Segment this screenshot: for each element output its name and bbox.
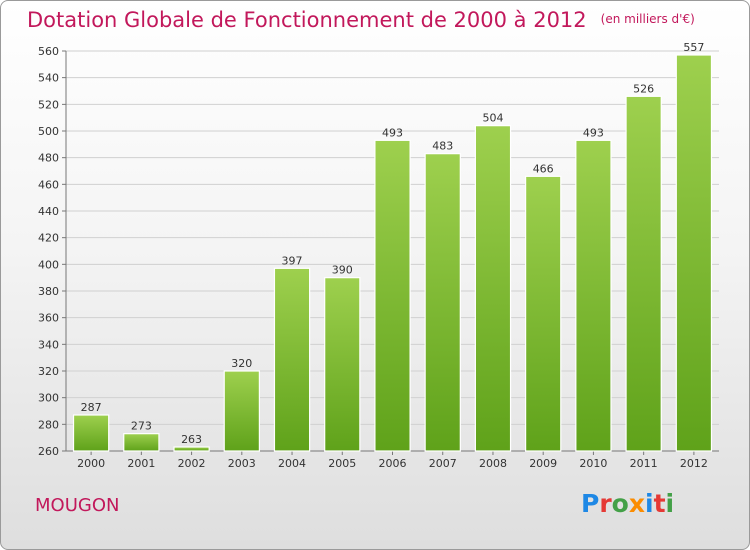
logo-letter: o [611,489,629,518]
bar [575,139,612,452]
bar [675,54,713,452]
y-tick-label: 540 [38,72,59,85]
x-tick-label: 2011 [630,457,658,470]
city-name: MOUGON [35,495,120,516]
title-text: Dotation Globale de Fonctionnement de 20… [27,8,587,32]
bar [525,175,562,452]
bar-value-label: 466 [533,162,554,175]
x-tick-label: 2009 [529,457,557,470]
x-tick-label: 2006 [379,457,407,470]
bar-value-label: 526 [633,82,654,95]
x-tick-label: 2008 [479,457,507,470]
bar-value-label: 390 [332,264,353,277]
y-tick-label: 280 [38,418,59,431]
x-tick-label: 2005 [328,457,356,470]
bar [424,153,461,452]
bar [474,125,512,452]
y-tick-label: 420 [38,232,59,245]
chart-title: Dotation Globale de Fonctionnement de 20… [27,8,695,32]
bar-value-label: 273 [131,420,152,433]
bar [72,414,110,452]
bar-value-label: 263 [181,433,202,446]
bar-value-label: 504 [482,112,503,125]
x-tick-label: 2000 [77,457,105,470]
x-tick-label: 2004 [278,457,306,470]
bar [625,95,662,452]
bar-value-label: 483 [432,140,453,153]
logo-letter: i [665,489,675,518]
bar-value-label: 287 [81,401,102,414]
y-tick-label: 560 [38,45,59,58]
y-tick-label: 300 [38,392,59,405]
y-tick-label: 360 [38,312,59,325]
x-tick-label: 2010 [579,457,607,470]
bar-value-label: 397 [282,254,303,267]
bar-value-label: 320 [231,357,252,370]
bar [123,433,160,452]
bar [173,446,210,452]
y-tick-label: 440 [38,205,59,218]
y-tick-label: 320 [38,365,59,378]
y-tick-label: 500 [38,125,59,138]
y-tick-label: 260 [38,445,59,458]
y-tick-label: 380 [38,285,59,298]
bar [374,139,411,452]
x-tick-label: 2007 [429,457,457,470]
y-tick-label: 520 [38,98,59,111]
logo-letter: P [581,489,600,518]
logo-letter: t [653,489,666,518]
logo-letter: r [599,489,612,518]
bar-value-label: 557 [683,41,704,54]
logo-letter: i [645,489,654,518]
x-tick-label: 2001 [127,457,155,470]
logo-letter: x [628,489,645,518]
proxiti-logo[interactable]: Proxiti [581,489,674,518]
y-tick-label: 400 [38,258,59,271]
bar [324,277,361,452]
x-tick-label: 2003 [228,457,256,470]
bar-value-label: 493 [583,126,604,139]
x-tick-label: 2012 [680,457,708,470]
bar-value-label: 493 [382,126,403,139]
bar [273,267,311,452]
y-tick-label: 460 [38,178,59,191]
bar [223,370,260,452]
unit-label: (en milliers d'€) [600,12,695,26]
y-tick-label: 480 [38,152,59,165]
y-tick-label: 340 [38,338,59,351]
x-tick-label: 2002 [178,457,206,470]
